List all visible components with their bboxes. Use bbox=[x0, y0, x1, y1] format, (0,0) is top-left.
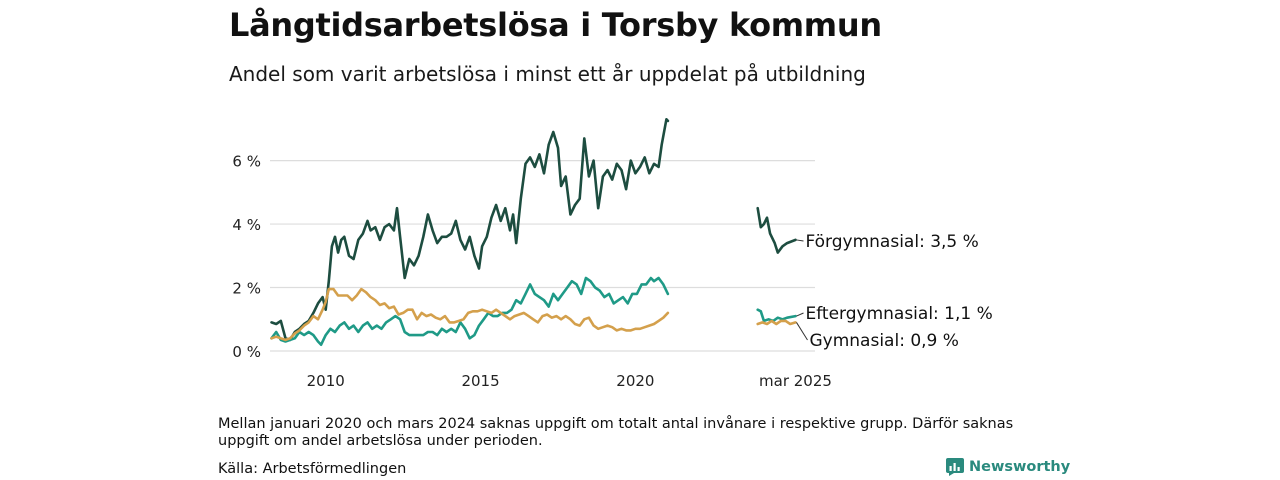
label-connector bbox=[796, 322, 807, 340]
series-end-label: Förgymnasial: 3,5 % bbox=[805, 232, 978, 252]
series-end-labels: Förgymnasial: 3,5 % Eftergymnasial: 1,1 %… bbox=[796, 232, 992, 351]
x-axis-ticks: 2010 2015 2020 mar 2025 bbox=[307, 372, 832, 390]
y-tick-label: 6 % bbox=[232, 153, 261, 171]
series-line-förgymnasial bbox=[758, 208, 796, 252]
gridlines bbox=[270, 161, 815, 351]
series-lines bbox=[272, 119, 796, 344]
label-connector bbox=[796, 240, 803, 241]
series-line-eftergymnasial bbox=[758, 310, 796, 321]
y-axis-ticks: 0 % 2 % 4 % 6 % bbox=[232, 153, 261, 361]
footnote: Mellan januari 2020 och mars 2024 saknas… bbox=[218, 416, 1058, 450]
series-line-förgymnasial bbox=[272, 119, 668, 340]
series-end-label: Eftergymnasial: 1,1 % bbox=[805, 304, 992, 324]
x-tick-label: 2020 bbox=[616, 372, 654, 390]
brand-name: Newsworthy bbox=[969, 459, 1070, 475]
series-line-gymnasial bbox=[272, 289, 668, 340]
y-tick-label: 2 % bbox=[232, 280, 261, 298]
y-tick-label: 0 % bbox=[232, 343, 261, 361]
newsworthy-icon bbox=[946, 458, 964, 476]
x-tick-label: mar 2025 bbox=[759, 372, 832, 390]
x-tick-label: 2010 bbox=[307, 372, 345, 390]
series-end-label: Gymnasial: 0,9 % bbox=[809, 331, 958, 351]
label-connector bbox=[796, 313, 803, 316]
source-label: Källa: Arbetsförmedlingen bbox=[218, 461, 406, 477]
brand-logo[interactable]: Newsworthy bbox=[946, 458, 1070, 476]
y-tick-label: 4 % bbox=[232, 216, 261, 234]
x-tick-label: 2015 bbox=[461, 372, 499, 390]
series-line-gymnasial bbox=[758, 321, 796, 324]
line-chart: 0 % 2 % 4 % 6 % 2010 2015 2020 mar 2025 Förgym… bbox=[0, 0, 1280, 410]
